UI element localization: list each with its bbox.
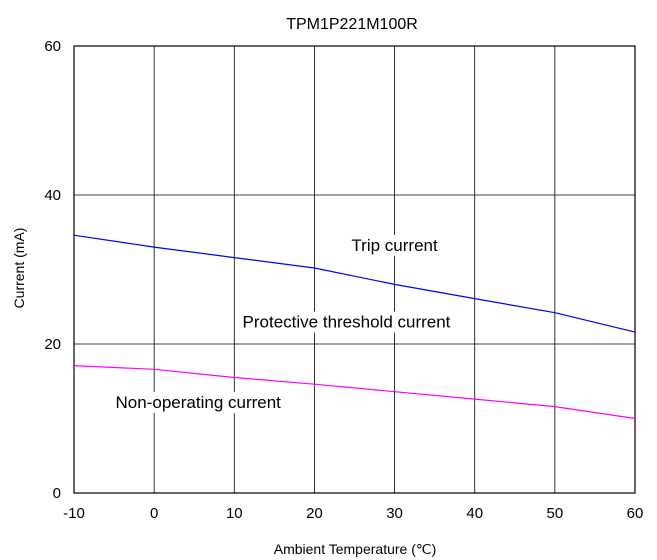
annotation-background-0 xyxy=(348,234,441,256)
y-tick-label-2: 40 xyxy=(44,187,61,204)
plot-area-frame xyxy=(73,45,636,494)
annotations: Trip current Protective threshold current… xyxy=(116,236,451,412)
y-axis-tick-labels: 0 20 40 60 xyxy=(44,38,61,502)
y-tick-label-1: 20 xyxy=(44,336,61,353)
x-tick-label-5: 40 xyxy=(466,505,483,522)
y-tick-label-0: 0 xyxy=(53,485,61,502)
x-tick-label-4: 30 xyxy=(386,505,403,522)
x-tick-label-0: -10 xyxy=(63,505,85,522)
annotation-background-2 xyxy=(112,392,285,414)
series-line-0 xyxy=(73,234,636,333)
series-lines xyxy=(73,234,636,420)
x-tick-label-3: 20 xyxy=(306,505,323,522)
series-line-1 xyxy=(73,365,636,420)
annotation-0: Trip current xyxy=(351,236,438,255)
y-axis-label: Current (mA) xyxy=(11,228,27,309)
x-tick-label-6: 50 xyxy=(547,505,564,522)
annotation-2: Non-operating current xyxy=(116,393,282,412)
annotation-1: Protective threshold current xyxy=(243,313,451,332)
x-tick-label-1: 0 xyxy=(150,505,158,522)
chart-title: TPM1P221M100R xyxy=(286,16,418,33)
x-tick-label-2: 10 xyxy=(226,505,243,522)
x-axis-tick-labels: -10 0 10 20 30 40 50 60 xyxy=(63,505,643,522)
grid-lines xyxy=(74,46,635,493)
x-tick-label-7: 60 xyxy=(627,505,644,522)
y-tick-label-3: 60 xyxy=(44,38,61,55)
annotation-background-1 xyxy=(239,311,454,333)
x-axis-label: Ambient Temperature (℃) xyxy=(274,541,437,557)
